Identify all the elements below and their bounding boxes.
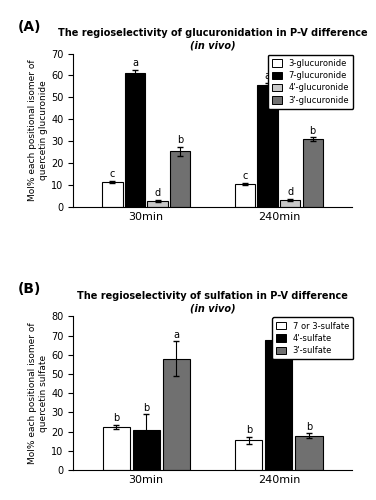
- Bar: [133, 430, 160, 470]
- Y-axis label: Mol% each positional isomer of
quercetin sulfate: Mol% each positional isomer of quercetin…: [27, 322, 49, 464]
- Text: d: d: [155, 188, 161, 198]
- Bar: [235, 184, 255, 208]
- Text: d: d: [287, 187, 293, 197]
- Text: a: a: [276, 324, 282, 334]
- Y-axis label: Mol% each positional isomer of
quercetin glucuronide: Mol% each positional isomer of quercetin…: [27, 60, 49, 201]
- Bar: [170, 152, 190, 208]
- Bar: [258, 86, 278, 208]
- Bar: [125, 74, 145, 208]
- Legend: 3-glucuronide, 7-glucuronide, 4'-glucuronide, 3'-glucuronide: 3-glucuronide, 7-glucuronide, 4'-glucuro…: [268, 54, 353, 109]
- Legend: 7 or 3-sulfate, 4'-sulfate, 3'-sulfate: 7 or 3-sulfate, 4'-sulfate, 3'-sulfate: [272, 318, 353, 360]
- Text: c: c: [243, 171, 248, 181]
- Text: (in vivo): (in vivo): [190, 40, 235, 50]
- Bar: [147, 201, 168, 207]
- Text: a: a: [265, 71, 271, 81]
- Text: b: b: [306, 422, 312, 432]
- Bar: [280, 200, 300, 207]
- Text: a: a: [132, 58, 138, 68]
- Text: b: b: [143, 403, 149, 413]
- Bar: [296, 436, 323, 470]
- Text: The regioselectivity of sulfation in P-V difference: The regioselectivity of sulfation in P-V…: [77, 291, 348, 301]
- Text: b: b: [177, 135, 183, 145]
- Bar: [265, 340, 293, 470]
- Bar: [103, 427, 130, 470]
- Text: (in vivo): (in vivo): [190, 303, 235, 313]
- Bar: [303, 139, 323, 207]
- Text: (B): (B): [18, 282, 41, 296]
- Text: b: b: [113, 414, 119, 424]
- Bar: [102, 182, 123, 208]
- Text: c: c: [110, 169, 115, 179]
- Text: The regioselectivity of glucuronidation in P-V difference: The regioselectivity of glucuronidation …: [58, 28, 367, 38]
- Text: b: b: [246, 426, 252, 436]
- Bar: [163, 358, 190, 470]
- Bar: [235, 440, 262, 470]
- Text: b: b: [309, 126, 316, 136]
- Text: a: a: [173, 330, 179, 340]
- Text: (A): (A): [18, 20, 41, 34]
